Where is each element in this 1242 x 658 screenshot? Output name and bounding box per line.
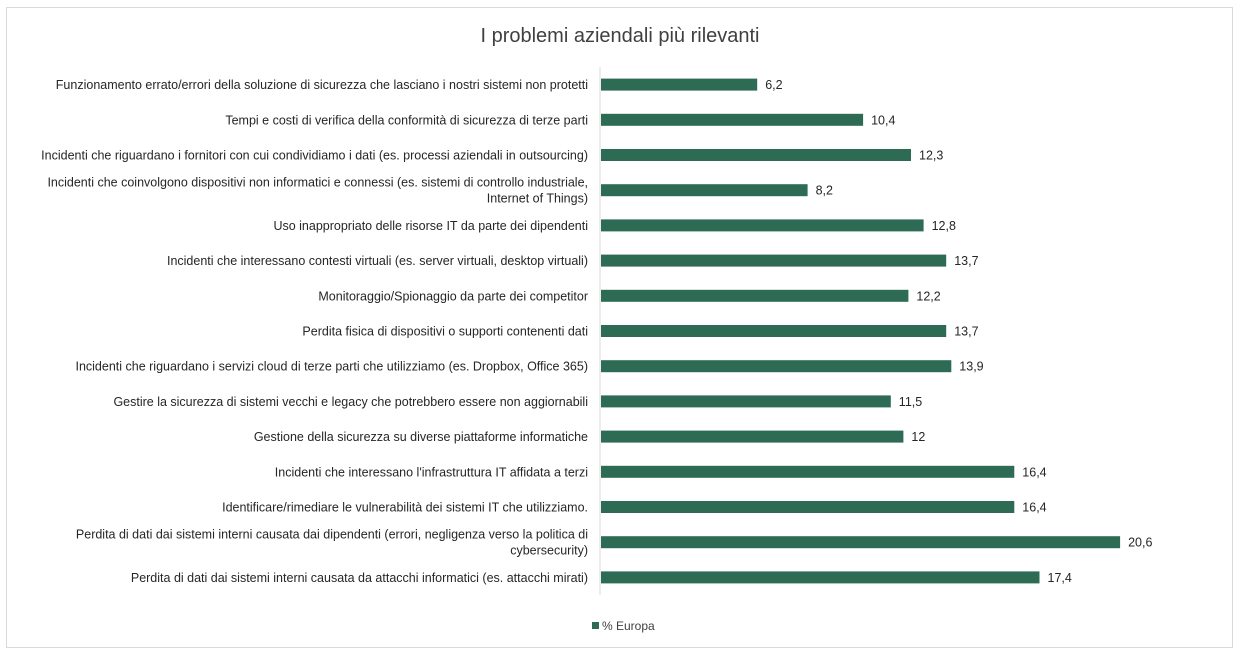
category-label-line: Gestire la sicurezza di sistemi vecchi e… (113, 395, 588, 409)
data-label: 13,7 (954, 325, 978, 339)
category-label: Incidenti che coinvolgono dispositivi no… (47, 176, 588, 206)
legend-swatch (592, 622, 599, 629)
legend-label: % Europa (602, 619, 655, 633)
data-label: 11,5 (899, 395, 922, 409)
category-label: Incidenti che interessano l'infrastruttu… (275, 465, 588, 479)
data-label: 10,4 (871, 113, 895, 127)
bar (601, 78, 758, 91)
category-label: Monitoraggio/Spionaggio da parte dei com… (318, 289, 588, 303)
category-label: Perdita di dati dai sistemi interni caus… (76, 528, 588, 558)
bar (601, 289, 909, 302)
bar (601, 219, 924, 232)
bar (601, 501, 1015, 513)
category-label-line: Incidenti che riguardano i fornitori con… (41, 149, 588, 163)
category-label-line: Identificare/rimediare le vulnerabilità … (222, 501, 588, 515)
category-label: Perdita di dati dai sistemi interni caus… (131, 571, 588, 585)
bar (601, 184, 808, 197)
category-label-line: Incidenti che riguardano i servizi cloud… (75, 360, 588, 374)
category-label-line: Uso inappropriato delle risorse IT da pa… (273, 219, 588, 233)
category-label: Gestione della sicurezza su diverse piat… (254, 430, 588, 444)
category-label-line: Perdita di dati dai sistemi interni caus… (76, 528, 588, 542)
category-label: Incidenti che riguardano i servizi cloud… (75, 360, 588, 374)
data-label: 13,9 (959, 360, 983, 374)
bar (601, 149, 911, 161)
category-label-line: Monitoraggio/Spionaggio da parte dei com… (318, 289, 588, 303)
value-labels: 6,2 10,4 12,3 8,2 12,8 13,7 12,2 13,7 13,9 11,5 12… (765, 78, 1152, 585)
data-label: 12,2 (916, 289, 940, 303)
category-label: Gestire la sicurezza di sistemi vecchi e… (113, 395, 588, 409)
category-label-line: Funzionamento errato/errori della soluzi… (56, 78, 588, 92)
data-label: 13,7 (954, 254, 978, 268)
category-label-line: Tempi e costi di verifica della conformi… (225, 113, 588, 127)
data-label: 6,2 (765, 78, 782, 92)
bar (601, 113, 864, 126)
category-label-line: Perdita di dati dai sistemi interni caus… (131, 571, 588, 585)
category-label: Funzionamento errato/errori della soluzi… (56, 78, 588, 92)
bar (601, 465, 1015, 478)
category-label-line: Gestione della sicurezza su diverse piat… (254, 430, 588, 444)
category-label: Incidenti che riguardano i fornitori con… (41, 149, 588, 163)
category-labels: Funzionamento errato/errori della soluzi… (41, 78, 588, 585)
category-label: Perdita fisica di dispositivi o supporti… (302, 325, 588, 339)
bar (601, 360, 952, 373)
bar (601, 395, 891, 408)
category-label: Identificare/rimediare le vulnerabilità … (222, 501, 588, 515)
data-label: 12 (911, 430, 925, 444)
legend: % Europa (592, 619, 655, 633)
category-label: Uso inappropriato delle risorse IT da pa… (273, 219, 588, 233)
chart-title: I problemi aziendali più rilevanti (480, 25, 759, 47)
category-label-line: Incidenti che interessano l'infrastruttu… (275, 465, 588, 479)
category-label: Tempi e costi di verifica della conformi… (225, 113, 588, 127)
bars-group (601, 78, 1121, 584)
data-label: 16,4 (1022, 465, 1046, 479)
category-label-line: Internet of Things) (487, 192, 588, 206)
data-label: 8,2 (816, 184, 833, 198)
bar (601, 430, 904, 443)
bar (601, 571, 1040, 584)
bar (601, 325, 947, 337)
data-label: 20,6 (1128, 536, 1152, 550)
category-label-line: Incidenti che interessano contesti virtu… (167, 254, 588, 268)
category-label: Incidenti che interessano contesti virtu… (167, 254, 588, 268)
data-label: 17,4 (1048, 571, 1072, 585)
category-label-line: Perdita fisica di dispositivi o supporti… (302, 325, 588, 339)
category-label-line: Incidenti che coinvolgono dispositivi no… (47, 176, 588, 190)
data-label: 12,8 (932, 219, 956, 233)
bar (601, 536, 1121, 549)
bar (601, 254, 947, 267)
data-label: 12,3 (919, 149, 943, 163)
data-label: 16,4 (1022, 501, 1046, 515)
category-label-line: cybersecurity) (510, 544, 588, 558)
